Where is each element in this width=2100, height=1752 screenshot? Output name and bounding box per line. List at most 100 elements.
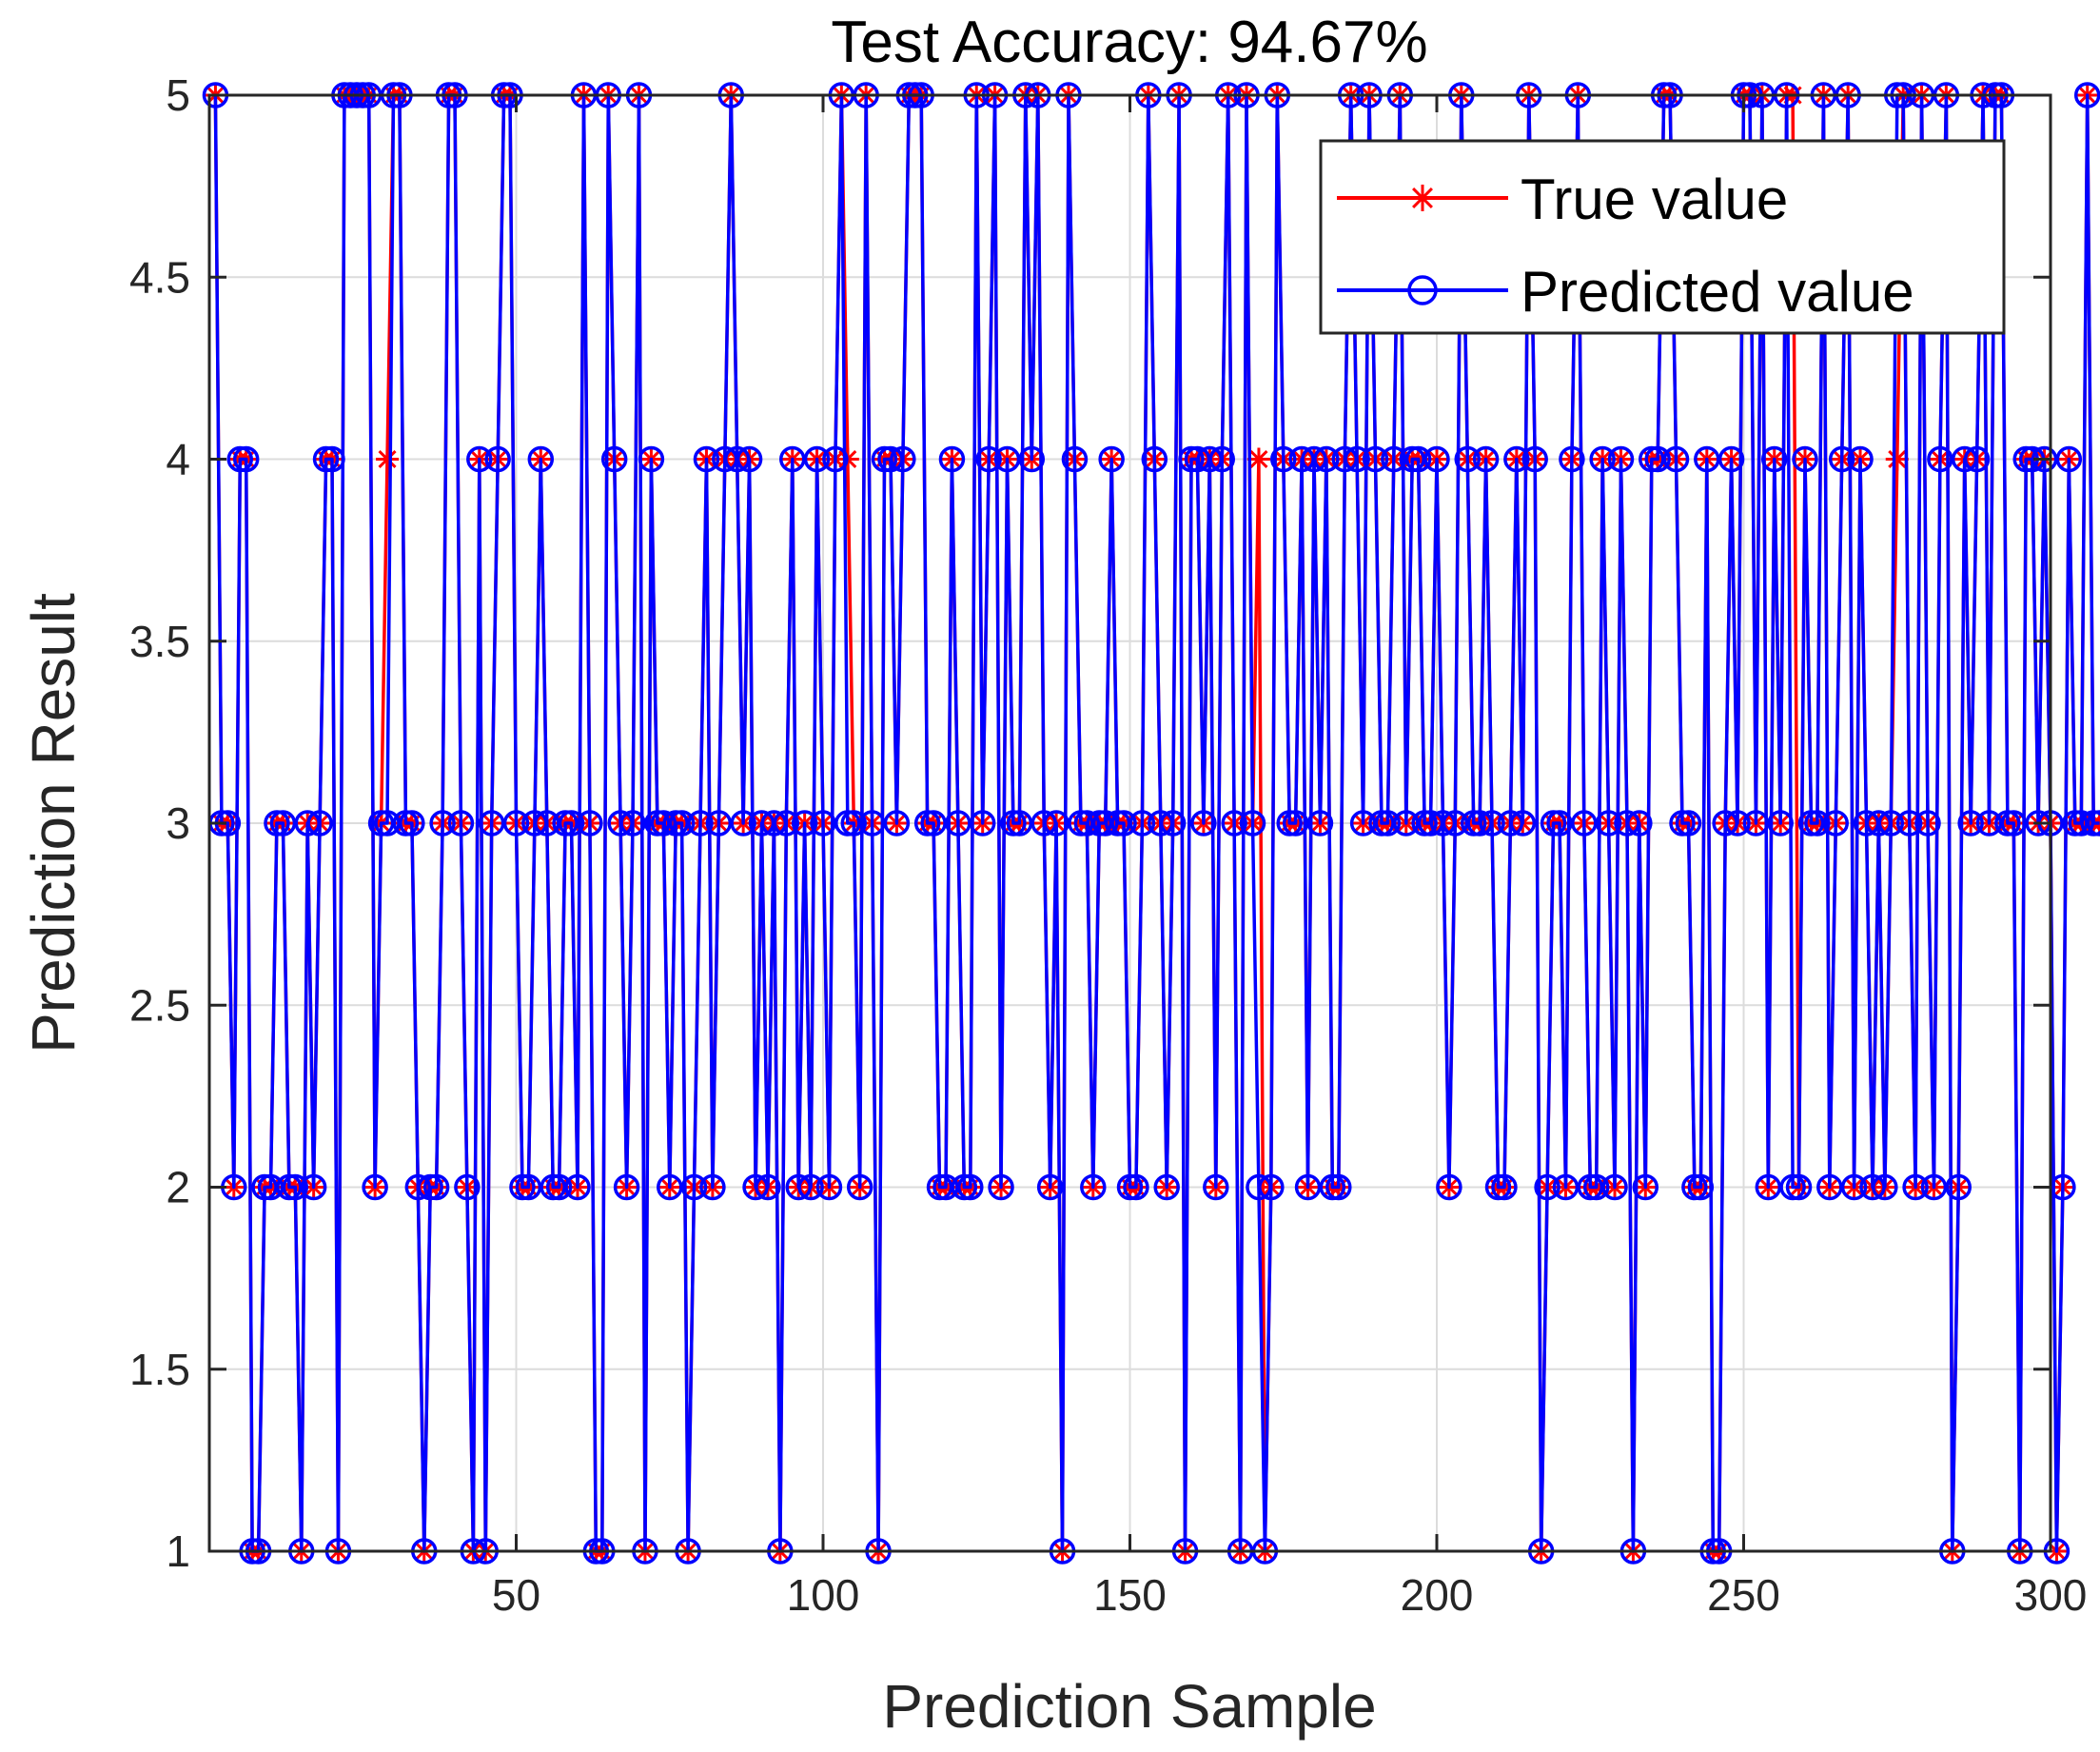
predicted-value-point — [1301, 445, 1327, 473]
predicted-value-point — [748, 810, 775, 837]
y-tick-label: 2.5 — [129, 980, 190, 1030]
predicted-value-point — [1061, 445, 1089, 473]
predicted-value-point — [1381, 445, 1407, 473]
predicted-value-point — [1804, 810, 1831, 837]
predicted-value-point — [1091, 810, 1119, 837]
predicted-value-point — [1607, 445, 1635, 473]
predicted-value-point — [613, 1173, 640, 1201]
predicted-value-point — [693, 445, 720, 473]
predicted-value-point — [1895, 810, 1923, 837]
predicted-value-point — [2055, 445, 2083, 473]
predicted-value-point — [362, 1173, 388, 1201]
predicted-value-point — [1423, 445, 1450, 473]
predicted-value-point — [1662, 445, 1690, 473]
predicted-value-point — [1098, 445, 1125, 473]
predicted-value-point — [2073, 82, 2100, 108]
predicted-value-point — [687, 810, 714, 837]
predicted-value-point — [988, 1173, 1014, 1201]
predicted-value-point — [779, 445, 806, 473]
y-tick-label: 1.5 — [129, 1345, 190, 1394]
predicted-value-point — [803, 445, 831, 473]
true-value-point — [376, 447, 400, 471]
predicted-value-point — [1521, 445, 1548, 473]
predicted-value-point — [1632, 1173, 1659, 1201]
legend-label-true: True value — [1521, 167, 1788, 231]
predicted-value-point — [822, 445, 849, 473]
predicted-value-point — [877, 445, 904, 473]
predicted-value-point — [484, 445, 511, 473]
predicted-value-point — [657, 1173, 683, 1201]
predicted-value-point — [1675, 810, 1702, 837]
predicted-value-point — [1203, 1173, 1229, 1201]
predicted-value-point — [269, 810, 297, 837]
predicted-value-point — [840, 810, 867, 837]
y-tick-label: 4.5 — [129, 252, 190, 302]
predicted-value-point — [1282, 810, 1309, 837]
predicted-value-point — [306, 810, 333, 837]
predicted-value-point — [1927, 445, 1953, 473]
predicted-value-point — [1712, 810, 1738, 837]
y-tick-label: 4 — [166, 435, 190, 484]
predicted-value-point — [1288, 445, 1315, 473]
predicted-value-point — [957, 1173, 984, 1201]
predicted-value-point — [1141, 445, 1168, 473]
predicted-value-point — [969, 810, 996, 837]
predicted-value-point — [1080, 1173, 1107, 1201]
predicted-value-point — [742, 1173, 769, 1201]
predicted-value-point — [1030, 810, 1057, 837]
predicted-value-point — [932, 1173, 959, 1201]
predicted-value-point — [797, 1173, 824, 1201]
predicted-value-point — [619, 810, 646, 837]
predicted-value-point — [773, 810, 800, 837]
predicted-value-point — [760, 810, 788, 837]
predicted-value-point — [1325, 1173, 1352, 1201]
predicted-value-point — [1509, 810, 1537, 837]
predicted-value-point — [545, 1173, 573, 1201]
predicted-value-point — [527, 445, 555, 473]
predicted-value-point — [1148, 810, 1174, 837]
predicted-value-point — [1785, 1173, 1813, 1201]
predicted-value-point — [454, 1173, 481, 1201]
predicted-value-point — [668, 810, 696, 837]
predicted-value-point — [1344, 445, 1370, 473]
predicted-value-point — [1614, 810, 1640, 837]
predicted-value-point — [1221, 810, 1247, 837]
predicted-value-point — [1951, 445, 1978, 473]
predicted-value-point — [300, 1173, 327, 1201]
tick-labels: 50 100 150 200 250 300 1 1.5 2 2.5 3 3.5 4 4.5 5 — [129, 70, 2087, 1620]
chart-title: Test Accuracy: 94.67% — [831, 10, 1427, 75]
predicted-value-point — [1559, 445, 1585, 473]
predicted-value-point — [1945, 1173, 1972, 1201]
predicted-value-point — [945, 810, 971, 837]
predicted-value-point — [600, 445, 628, 473]
predicted-value-point — [1816, 1173, 1843, 1201]
predicted-value-point — [2000, 810, 2028, 837]
predicted-value-point — [723, 445, 751, 473]
predicted-value-point — [1975, 810, 2003, 837]
predicted-value-point — [1466, 810, 1493, 837]
x-axis-label: Prediction Sample — [882, 1672, 1376, 1741]
predicted-value-point — [1123, 1173, 1149, 1201]
predicted-value-point — [1552, 1173, 1580, 1201]
predicted-value-point — [1626, 810, 1653, 837]
predicted-value-point — [515, 1173, 542, 1201]
predicted-value-point — [399, 810, 425, 837]
predicted-value-point — [846, 1173, 873, 1201]
predicted-value-point — [1872, 1173, 1898, 1201]
predicted-value-point — [730, 810, 756, 837]
predicted-value-point — [1294, 1173, 1322, 1201]
predicted-value-point — [1270, 445, 1297, 473]
predicted-value-point — [938, 445, 966, 473]
predicted-value-point — [1313, 445, 1340, 473]
predicted-value-point — [1417, 810, 1444, 837]
predicted-value-point — [1840, 1173, 1868, 1201]
predicted-value-point — [1110, 810, 1137, 837]
predicted-value-point — [1742, 810, 1770, 837]
predicted-value-point — [1454, 445, 1481, 473]
predicted-value-point — [890, 445, 916, 473]
predicted-value-point — [1306, 810, 1334, 837]
predicted-value-point — [1006, 810, 1033, 837]
legend-label-predicted: Predicted value — [1521, 260, 1914, 324]
predicted-value-point — [2068, 810, 2094, 837]
predicted-value-point — [1717, 445, 1745, 473]
